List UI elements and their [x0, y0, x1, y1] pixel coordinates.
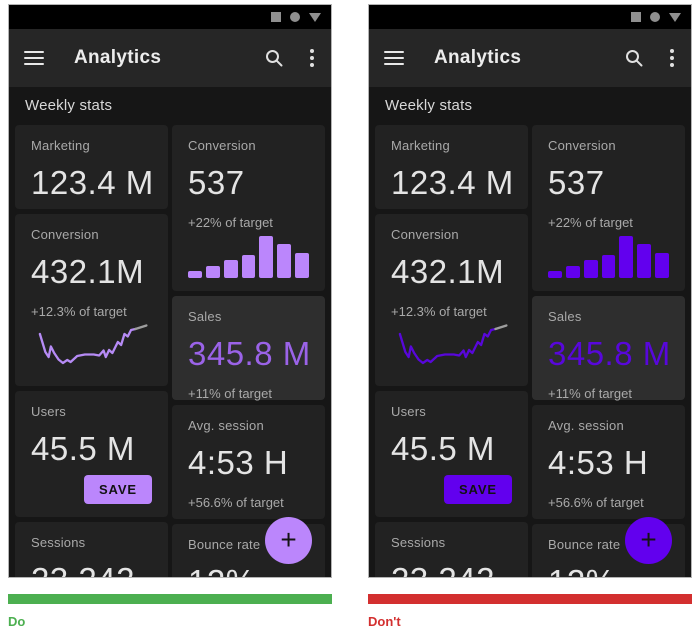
card-value: 4:53 H [548, 444, 649, 481]
card-delta: +56.6% of target [188, 495, 284, 510]
card-value: 12% [188, 563, 309, 577]
bar-sparkline-chart [188, 236, 310, 278]
card-label: Sessions [31, 535, 86, 550]
card-marketing[interactable]: Marketing 123.4 M [375, 125, 528, 209]
search-icon[interactable] [624, 48, 644, 68]
card-value: 432.1M [391, 253, 505, 290]
card-value: 23,242 [31, 561, 152, 577]
card-label: Users [391, 404, 426, 419]
card-delta: +11% of target [188, 386, 272, 401]
card-conversion-bar[interactable]: Conversion 537 +22% of target [172, 125, 325, 291]
stats-grid: Marketing 123.4 M Conversion 432.1M +12.… [369, 121, 691, 577]
status-circle-icon [650, 12, 660, 22]
status-square-icon [631, 12, 641, 22]
hamburger-menu-icon[interactable] [24, 51, 44, 65]
app-title: Analytics [434, 47, 522, 68]
card-label: Conversion [391, 227, 459, 242]
phone-mockup-dont: Analytics Weekly stats Marketing 123.4 M… [368, 4, 692, 578]
card-label: Bounce rate [188, 537, 261, 552]
app-title: Analytics [74, 47, 162, 68]
card-value: 23,242 [391, 561, 512, 577]
card-label: Conversion [188, 138, 256, 153]
overflow-menu-icon[interactable] [308, 47, 316, 69]
fab-add-button[interactable]: + [265, 517, 312, 564]
hamburger-menu-icon[interactable] [384, 51, 404, 65]
card-label: Avg. session [548, 418, 624, 433]
card-value: 123.4 M [391, 164, 514, 201]
card-delta: +12.3% of target [31, 304, 127, 319]
save-button[interactable]: SAVE [83, 475, 152, 504]
do-indicator-bar [8, 594, 332, 604]
card-delta: +22% of target [188, 215, 273, 230]
card-delta: +12.3% of target [391, 304, 487, 319]
dont-label: Don't [368, 614, 401, 629]
status-square-icon [271, 12, 281, 22]
plus-icon: + [640, 523, 657, 555]
card-conversion-line[interactable]: Conversion 432.1M +12.3% of target [15, 214, 168, 386]
card-label: Marketing [391, 138, 450, 153]
card-label: Conversion [31, 227, 99, 242]
card-sessions[interactable]: Sessions 23,242 [375, 522, 528, 577]
stats-grid: Marketing 123.4 M Conversion 432.1M +12.… [9, 121, 331, 577]
card-value: 45.5 M [391, 430, 495, 467]
card-value-sales: 345.8 M [188, 335, 311, 372]
card-label: Sales [548, 309, 582, 324]
card-label: Marketing [31, 138, 90, 153]
line-sparkline-chart [398, 324, 508, 365]
card-label: Bounce rate [548, 537, 621, 552]
do-label: Do [8, 614, 26, 629]
card-label: Avg. session [188, 418, 264, 433]
card-value: 537 [188, 164, 245, 201]
status-circle-icon [290, 12, 300, 22]
status-bar [9, 5, 331, 29]
card-users[interactable]: Users 45.5 M SAVE [15, 391, 168, 517]
card-label: Users [31, 404, 66, 419]
status-triangle-icon [309, 12, 321, 22]
section-title: Weekly stats [25, 97, 113, 114]
card-avg-session[interactable]: Avg. session 4:53 H +56.6% of target [172, 405, 325, 519]
card-conversion-bar[interactable]: Conversion 537 +22% of target [532, 125, 685, 291]
card-label: Sessions [391, 535, 446, 550]
card-value: 432.1M [31, 253, 145, 290]
card-value: 537 [548, 164, 605, 201]
save-button[interactable]: SAVE [443, 475, 512, 504]
card-value: 12% [548, 563, 669, 577]
bar-sparkline-chart [548, 236, 670, 278]
card-sales[interactable]: Sales 345.8 M +11% of target [172, 296, 325, 401]
status-triangle-icon [669, 12, 681, 22]
section-title: Weekly stats [385, 97, 473, 114]
card-value-sales: 345.8 M [548, 335, 671, 372]
card-delta: +22% of target [548, 215, 633, 230]
card-value: 4:53 H [188, 444, 289, 481]
search-icon[interactable] [264, 48, 284, 68]
card-conversion-line[interactable]: Conversion 432.1M +12.3% of target [375, 214, 528, 386]
overflow-menu-icon[interactable] [668, 47, 676, 69]
status-bar [369, 5, 691, 29]
app-bar: Analytics [9, 29, 331, 87]
dont-indicator-bar [368, 594, 692, 604]
card-users[interactable]: Users 45.5 M SAVE [375, 391, 528, 517]
card-marketing[interactable]: Marketing 123.4 M [15, 125, 168, 209]
fab-add-button[interactable]: + [625, 517, 672, 564]
card-value: 45.5 M [31, 430, 135, 467]
phone-mockup-do: Analytics Weekly stats Marketing 123.4 M… [8, 4, 332, 578]
card-delta: +11% of target [548, 386, 632, 401]
card-label: Conversion [548, 138, 616, 153]
line-sparkline-chart [38, 324, 148, 365]
card-value: 123.4 M [31, 164, 154, 201]
card-sales[interactable]: Sales 345.8 M +11% of target [532, 296, 685, 401]
card-label: Sales [188, 309, 222, 324]
card-delta: +56.6% of target [548, 495, 644, 510]
card-avg-session[interactable]: Avg. session 4:53 H +56.6% of target [532, 405, 685, 519]
card-sessions[interactable]: Sessions 23,242 [15, 522, 168, 577]
plus-icon: + [280, 523, 297, 555]
app-bar: Analytics [369, 29, 691, 87]
